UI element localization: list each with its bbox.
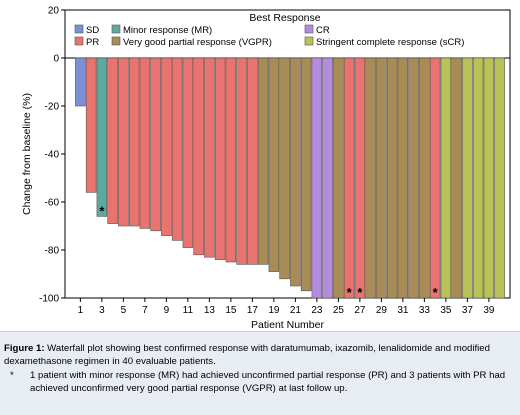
- asterisk-patient-26: *: [347, 285, 353, 300]
- legend-swatch-scr: [304, 36, 314, 46]
- x-tick-label: 37: [462, 305, 474, 316]
- bar-patient-35: [440, 57, 452, 299]
- x-tick-label: 21: [290, 305, 302, 316]
- bar-patient-40: [494, 57, 505, 299]
- bar-patient-24: [322, 57, 333, 299]
- y-tick-label: -40: [45, 150, 60, 161]
- bar-patient-34: [429, 57, 441, 299]
- caption-label: Figure 1:: [4, 343, 45, 354]
- y-tick-label: -80: [45, 246, 60, 257]
- bar-patient-22: [300, 57, 312, 292]
- x-tick-label: 23: [311, 305, 323, 316]
- x-tick-label: 5: [121, 305, 127, 316]
- y-tick-label: 0: [53, 54, 59, 65]
- y-axis-label: Change from baseline (%): [21, 93, 33, 215]
- x-tick-label: 35: [440, 305, 452, 316]
- y-tick-label: -20: [45, 102, 60, 113]
- x-tick-label: 11: [183, 305, 194, 316]
- bar-patient-20: [279, 57, 290, 280]
- bar-patient-32: [408, 57, 419, 299]
- asterisk-patient-27: *: [357, 285, 363, 300]
- x-tick-label: 1: [78, 305, 84, 316]
- legend-label-pr: PR: [86, 37, 99, 48]
- x-tick-label: 33: [419, 305, 431, 316]
- bar-patient-37: [462, 57, 473, 299]
- x-axis-label: Patient Number: [251, 319, 324, 331]
- x-tick-label: 15: [225, 305, 237, 316]
- bar-patient-27: [354, 57, 366, 299]
- caption-footnote: * 1 patient with minor response (MR) had…: [4, 369, 512, 395]
- caption-main: Figure 1: Waterfall plot showing best co…: [4, 342, 512, 368]
- bar-patient-16: [236, 57, 247, 265]
- bar-patient-38: [472, 57, 484, 299]
- bar-patient-23: [311, 57, 323, 299]
- bar-patient-4: [107, 57, 118, 224]
- footnote-symbol: *: [10, 370, 14, 381]
- bar-patient-39: [483, 57, 495, 299]
- bar-patient-7: [139, 57, 151, 229]
- bar-patient-28: [365, 57, 376, 299]
- bar-patient-12: [193, 57, 204, 256]
- legend-label-sd: SD: [86, 25, 99, 36]
- legend-swatch-cr: [304, 24, 314, 34]
- bar-patient-6: [128, 57, 140, 227]
- bar-patient-8: [150, 57, 161, 232]
- footnote-text: 1 patient with minor response (MR) had a…: [30, 370, 506, 394]
- bar-patient-29: [376, 57, 387, 299]
- bar-patient-13: [204, 57, 215, 258]
- bar-patient-17: [247, 57, 258, 265]
- legend-label-vgpr: Very good partial response (VGPR): [123, 37, 272, 48]
- caption-text: Waterfall plot showing best confirmed re…: [4, 343, 490, 367]
- x-tick-label: 13: [204, 305, 216, 316]
- bar-patient-11: [182, 57, 194, 248]
- bar-patient-25: [333, 57, 344, 299]
- x-tick-label: 9: [164, 305, 170, 316]
- x-tick-label: 29: [376, 305, 388, 316]
- legend-label-mr: Minor response (MR): [123, 25, 212, 36]
- legend-title: Best Response: [249, 12, 320, 24]
- y-tick-label: 20: [48, 6, 60, 17]
- bar-patient-26: [343, 57, 355, 299]
- bar-patient-15: [225, 57, 237, 263]
- bar-patient-36: [451, 57, 462, 299]
- bar-patient-30: [386, 57, 398, 299]
- x-tick-label: 31: [397, 305, 409, 316]
- bar-patient-5: [118, 57, 129, 227]
- legend-label-scr: Stringent complete response (sCR): [316, 37, 464, 48]
- legend-label-cr: CR: [316, 25, 330, 36]
- x-tick-label: 27: [354, 305, 366, 316]
- x-tick-label: 17: [247, 305, 259, 316]
- bar-patient-3: [96, 57, 108, 217]
- legend-swatch-vgpr: [111, 36, 121, 46]
- x-tick-label: 7: [142, 305, 148, 316]
- legend-swatch-pr: [74, 36, 84, 46]
- bar-patient-10: [171, 57, 183, 241]
- legend-swatch-sd: [74, 24, 84, 34]
- bar-patient-1: [75, 57, 86, 107]
- bar-patient-14: [214, 57, 226, 260]
- y-tick-label: -100: [39, 294, 59, 305]
- waterfall-chart: 20 0 -20 -40 -60 -80 -100 Change from baseline …: [21, 6, 511, 331]
- bar-patient-31: [397, 57, 409, 299]
- asterisk-patient-3: *: [99, 203, 105, 218]
- bar-patient-18: [257, 57, 269, 265]
- x-tick-label: 3: [99, 305, 105, 316]
- bar-patient-21: [290, 57, 301, 287]
- bar-patient-2: [85, 57, 97, 193]
- y-tick-label: -60: [45, 198, 60, 209]
- legend-swatch-mr: [111, 24, 121, 34]
- asterisk-patient-34: *: [433, 285, 439, 300]
- figure-caption: Figure 1: Waterfall plot showing best co…: [0, 331, 520, 415]
- x-tick-label: 39: [483, 305, 495, 316]
- x-tick-label: 19: [268, 305, 280, 316]
- bar-patient-19: [268, 57, 280, 272]
- bar-patient-9: [161, 57, 172, 236]
- x-tick-label: 25: [333, 305, 345, 316]
- bar-patient-33: [419, 57, 430, 299]
